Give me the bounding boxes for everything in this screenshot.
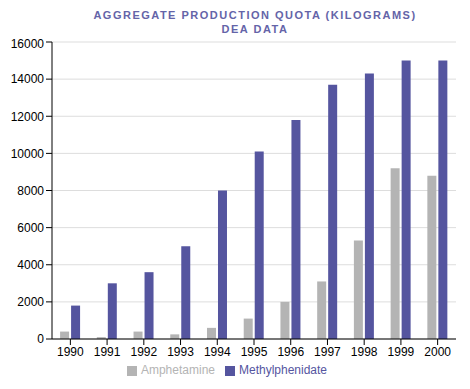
svg-text:1996: 1996 xyxy=(277,345,304,359)
svg-text:14000: 14000 xyxy=(11,72,45,86)
svg-text:2000: 2000 xyxy=(424,345,451,359)
svg-text:0: 0 xyxy=(37,332,44,346)
html-text:Methylphenidate: Methylphenidate xyxy=(239,363,327,377)
svg-text:1993: 1993 xyxy=(167,345,194,359)
svg-text:8000: 8000 xyxy=(17,184,44,198)
svg-text:1990: 1990 xyxy=(57,345,84,359)
html-text:AGGREGATE PRODUCTION QUOTA (KI: AGGREGATE PRODUCTION QUOTA (KILOGRAMS) xyxy=(93,9,417,21)
svg-text:1995: 1995 xyxy=(241,345,268,359)
svg-text:1997: 1997 xyxy=(314,345,341,359)
svg-text:4000: 4000 xyxy=(17,258,44,272)
svg-text:1998: 1998 xyxy=(351,345,378,359)
svg-text:1999: 1999 xyxy=(388,345,415,359)
svg-text:1992: 1992 xyxy=(130,345,157,359)
html-text:Amphetamine: Amphetamine xyxy=(140,363,215,377)
html-text:DEA DATA: DEA DATA xyxy=(221,23,289,35)
svg-text:1994: 1994 xyxy=(204,345,231,359)
svg-text:1991: 1991 xyxy=(94,345,121,359)
svg-text:2000: 2000 xyxy=(17,295,44,309)
svg-text:6000: 6000 xyxy=(17,221,44,235)
svg-text:12000: 12000 xyxy=(11,110,45,124)
svg-text:10000: 10000 xyxy=(11,147,45,161)
svg-text:16000: 16000 xyxy=(11,37,45,51)
